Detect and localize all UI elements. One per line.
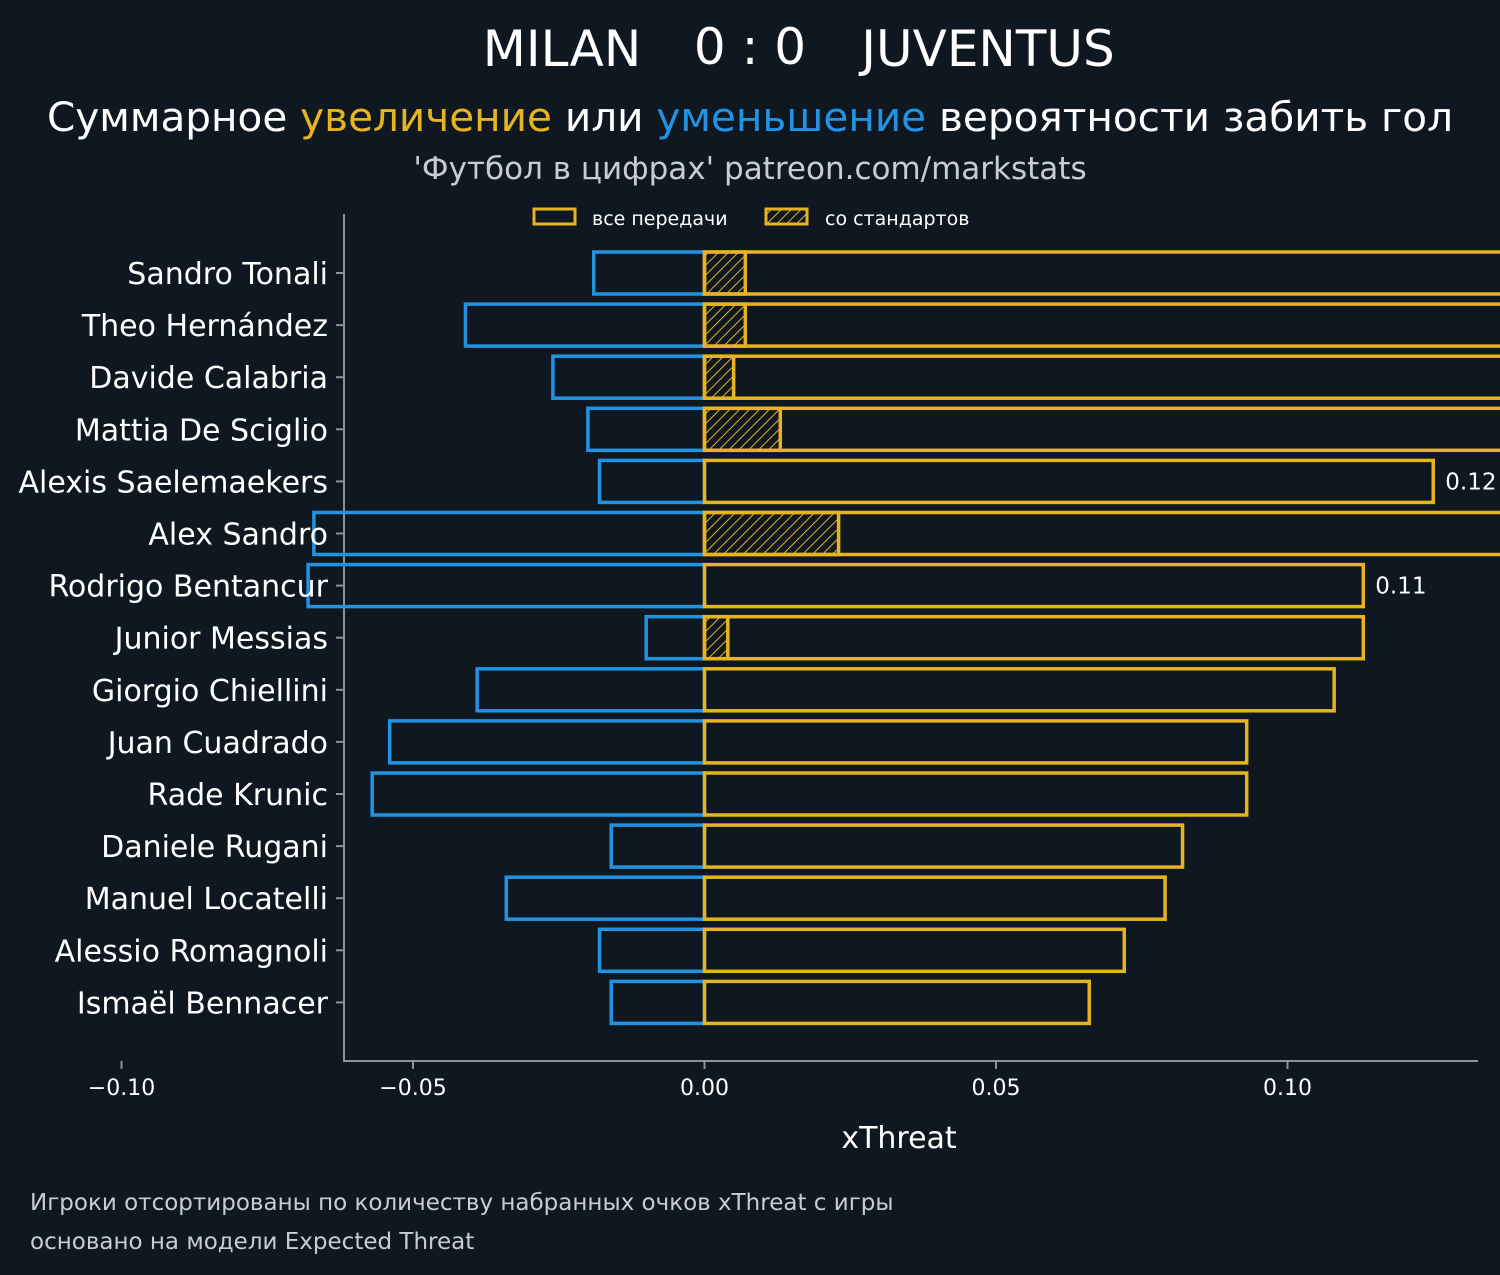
player-name-label: Junior Messias bbox=[113, 622, 328, 657]
player-name-label: Juan Cuadrado bbox=[106, 726, 328, 761]
bar-all-passes bbox=[702, 719, 1249, 765]
legend-swatch-set-pieces bbox=[764, 207, 809, 226]
bar-all-passes bbox=[702, 927, 1127, 974]
chart-title-score: 0 : 0 bbox=[694, 18, 806, 76]
chart-subtitle: Суммарное увеличение или уменьшение веро… bbox=[47, 95, 1453, 141]
x-tick-label: 0.05 bbox=[972, 1076, 1021, 1101]
x-tick-label: 0.10 bbox=[1263, 1076, 1312, 1101]
bar-all-passes bbox=[702, 250, 1500, 296]
bar-all-passes bbox=[702, 875, 1167, 921]
player-name-label: Theo Hernández bbox=[81, 309, 328, 344]
bar-decrease bbox=[609, 823, 707, 869]
bar-decrease bbox=[551, 354, 707, 400]
bars-layer: 0.210.20.190.160.120.150.11 bbox=[306, 250, 1500, 1026]
bar-decrease bbox=[597, 927, 707, 974]
y-tick-labels: Sandro Tonali Theo Hernández Davide Calabr… bbox=[18, 257, 344, 1021]
bar-decrease bbox=[463, 302, 707, 348]
bar-all-passes bbox=[702, 406, 1500, 453]
x-axis-label: xThreat bbox=[841, 1121, 957, 1156]
subtitle-part2: или bbox=[552, 95, 656, 141]
bar-set-pieces bbox=[702, 510, 841, 557]
player-name-label: Alex Sandro bbox=[148, 518, 328, 553]
chart-title-home: MILAN bbox=[483, 20, 642, 78]
player-name-label: Alexis Saelemaekers bbox=[18, 465, 328, 500]
bar-all-passes bbox=[702, 823, 1185, 869]
bar-decrease bbox=[370, 771, 707, 817]
bar-all-passes bbox=[702, 771, 1249, 817]
subtitle-part1: Суммарное bbox=[47, 95, 300, 141]
x-tick-label: −0.10 bbox=[88, 1076, 155, 1101]
bar-decrease bbox=[475, 667, 707, 713]
player-name-label: Giorgio Chiellini bbox=[92, 674, 328, 709]
x-tick-label: 0.00 bbox=[680, 1076, 729, 1101]
bar-decrease bbox=[591, 250, 707, 296]
player-name-label: Davide Calabria bbox=[89, 361, 328, 396]
chart-source: 'Футбол в цифрах' patreon.com/markstats bbox=[413, 151, 1086, 187]
x-tick-label: −0.05 bbox=[379, 1076, 446, 1101]
bar-decrease bbox=[609, 979, 707, 1026]
bar-decrease bbox=[597, 458, 707, 505]
subtitle-decrease: уменьшение bbox=[656, 95, 926, 141]
player-name-label: Ismaël Bennacer bbox=[77, 986, 329, 1021]
player-name-label: Rade Krunic bbox=[148, 778, 328, 813]
bar-all-passes bbox=[702, 302, 1500, 348]
player-name-label: Manuel Locatelli bbox=[85, 882, 328, 917]
bar-decrease bbox=[387, 719, 707, 765]
bar-value-label: 0.12 bbox=[1445, 469, 1496, 495]
bar-all-passes bbox=[702, 667, 1336, 713]
legend-label-set-pieces: со стандартов bbox=[825, 208, 969, 230]
bar-set-pieces bbox=[702, 250, 748, 296]
bar-all-passes bbox=[702, 458, 1435, 505]
subtitle-part3: вероятности забить гол bbox=[926, 95, 1453, 141]
footnote-line-1: Игроки отсортированы по количеству набра… bbox=[30, 1190, 894, 1216]
bar-set-pieces bbox=[702, 354, 736, 400]
subtitle-increase: увеличение bbox=[300, 95, 552, 141]
legend-swatch-all-passes bbox=[532, 207, 577, 226]
bar-all-passes bbox=[702, 562, 1366, 609]
bar-all-passes bbox=[702, 354, 1500, 400]
legend: все передачи со стандартов bbox=[532, 207, 969, 230]
bar-decrease bbox=[504, 875, 707, 921]
bar-set-pieces bbox=[702, 614, 730, 661]
player-name-label: Rodrigo Bentancur bbox=[48, 570, 328, 605]
bar-decrease bbox=[306, 562, 707, 609]
player-name-label: Alessio Romagnoli bbox=[55, 934, 328, 969]
player-name-label: Daniele Rugani bbox=[101, 830, 328, 865]
bar-all-passes bbox=[702, 979, 1092, 1026]
bar-set-pieces bbox=[702, 406, 783, 453]
footnote-line-2: основано на модели Expected Threat bbox=[30, 1229, 474, 1255]
x-ticks: −0.10−0.050.000.050.100.150.200.25 bbox=[88, 1061, 1312, 1101]
bar-set-pieces bbox=[702, 302, 748, 348]
bar-decrease bbox=[312, 510, 707, 557]
bar-decrease bbox=[644, 614, 707, 661]
bar-value-label: 0.11 bbox=[1375, 574, 1426, 600]
legend-label-all-passes: все передачи bbox=[592, 208, 728, 230]
player-name-label: Sandro Tonali bbox=[127, 257, 328, 292]
bar-all-passes bbox=[702, 614, 1366, 661]
chart-title-away: JUVENTUS bbox=[858, 20, 1114, 78]
player-name-label: Mattia De Sciglio bbox=[75, 413, 328, 448]
bar-all-passes bbox=[702, 510, 1500, 557]
bar-decrease bbox=[586, 406, 707, 453]
